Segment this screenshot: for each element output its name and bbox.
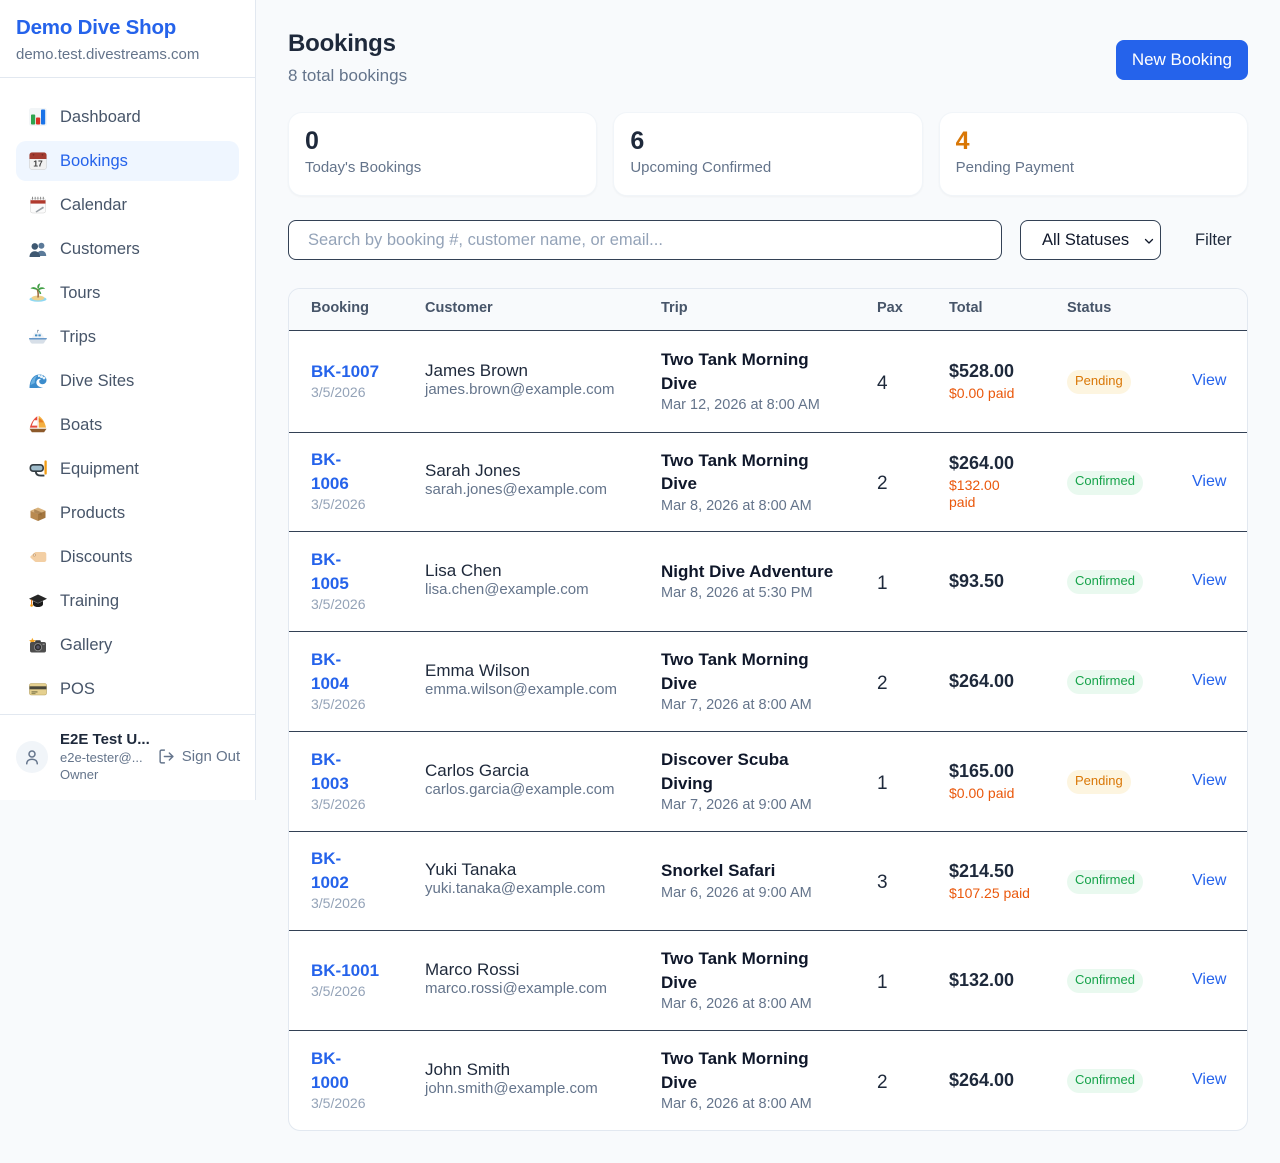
svg-text:17: 17 xyxy=(33,159,43,169)
